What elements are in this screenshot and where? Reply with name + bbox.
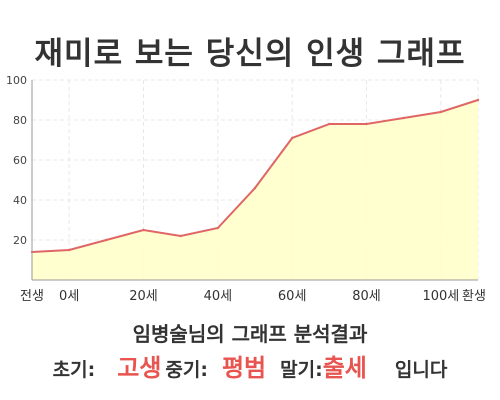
x-tick-label: 80세 bbox=[352, 289, 381, 304]
x-tick-label: 60세 bbox=[278, 289, 307, 304]
data-point bbox=[328, 122, 331, 126]
data-point bbox=[476, 98, 480, 102]
data-point bbox=[142, 228, 145, 232]
page-title: 재미로 보는 당신의 인생 그래프 bbox=[34, 36, 466, 72]
x-tick-label: 100세 bbox=[422, 289, 459, 304]
data-point bbox=[67, 248, 71, 252]
data-point bbox=[105, 238, 108, 242]
data-point bbox=[179, 234, 182, 238]
data-points bbox=[30, 98, 480, 254]
early-value: 고생 bbox=[117, 354, 162, 382]
x-tick-label: 0세 bbox=[59, 289, 79, 304]
ending-text: 입니다 bbox=[394, 359, 448, 381]
late-label: 말기: bbox=[280, 359, 323, 381]
mid-value: 평범 bbox=[221, 354, 267, 382]
analysis-summary: 초기: 고생 중기: 평범 말기: 출세 입니다 bbox=[0, 348, 500, 383]
axes bbox=[31, 80, 478, 281]
data-point bbox=[365, 122, 368, 126]
life-graph-chart: 20 40 60 80 100 전생 0세 20세 40세 60세 80세 100세 환생 bbox=[6, 74, 486, 304]
y-tick-label: 60 bbox=[13, 154, 27, 167]
x-tick-label: 40세 bbox=[204, 289, 233, 304]
y-tick-label: 20 bbox=[13, 234, 27, 247]
x-tick-labels: 전생 0세 20세 40세 60세 80세 100세 환생 bbox=[20, 289, 486, 304]
x-tick-label: 전생 bbox=[20, 289, 44, 304]
area-fill bbox=[32, 100, 478, 280]
mid-label: 중기: bbox=[165, 359, 208, 381]
data-point bbox=[439, 110, 443, 114]
data-point bbox=[216, 226, 220, 230]
data-point bbox=[290, 136, 294, 140]
data-point bbox=[402, 116, 405, 120]
late-value: 출세 bbox=[322, 354, 367, 382]
y-tick-labels: 20 40 60 80 100 bbox=[6, 74, 27, 247]
early-label: 초기: bbox=[52, 359, 96, 381]
y-tick-label: 80 bbox=[13, 114, 27, 127]
x-tick-label: 환생 bbox=[462, 289, 486, 304]
analysis-subtitle: 임병술님의 그래프 분석결과 bbox=[132, 322, 368, 346]
y-tick-label: 100 bbox=[6, 74, 27, 87]
y-tick-label: 40 bbox=[13, 194, 27, 207]
x-tick-label: 20세 bbox=[129, 289, 158, 304]
data-point bbox=[253, 186, 257, 190]
